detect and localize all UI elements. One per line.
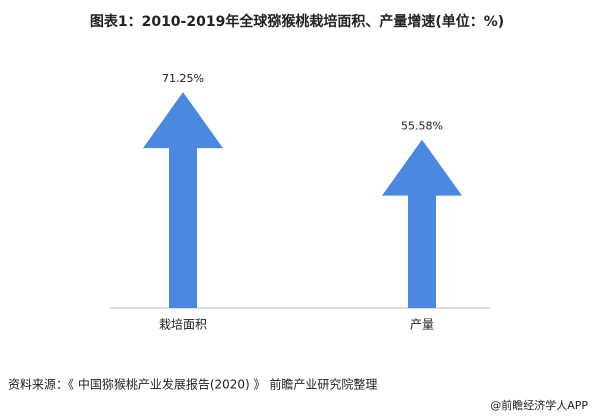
x-tick-label: 产量: [410, 318, 434, 332]
value-label: 55.58%: [401, 120, 443, 133]
brand: @前瞻经济学人APP: [490, 398, 588, 412]
arrow: [382, 139, 462, 308]
x-tick-label: 栽培面积: [159, 317, 207, 332]
source: 资料来源：《 中国猕猴桃产业发展报告(2020) 》 前瞻产业研究院整理: [8, 377, 377, 392]
chart-title: 图表1：2010-2019年全球猕猴桃栽培面积、产量增速(单位：%): [90, 13, 504, 30]
value-label: 71.25%: [162, 72, 204, 85]
arrow: [143, 92, 223, 308]
